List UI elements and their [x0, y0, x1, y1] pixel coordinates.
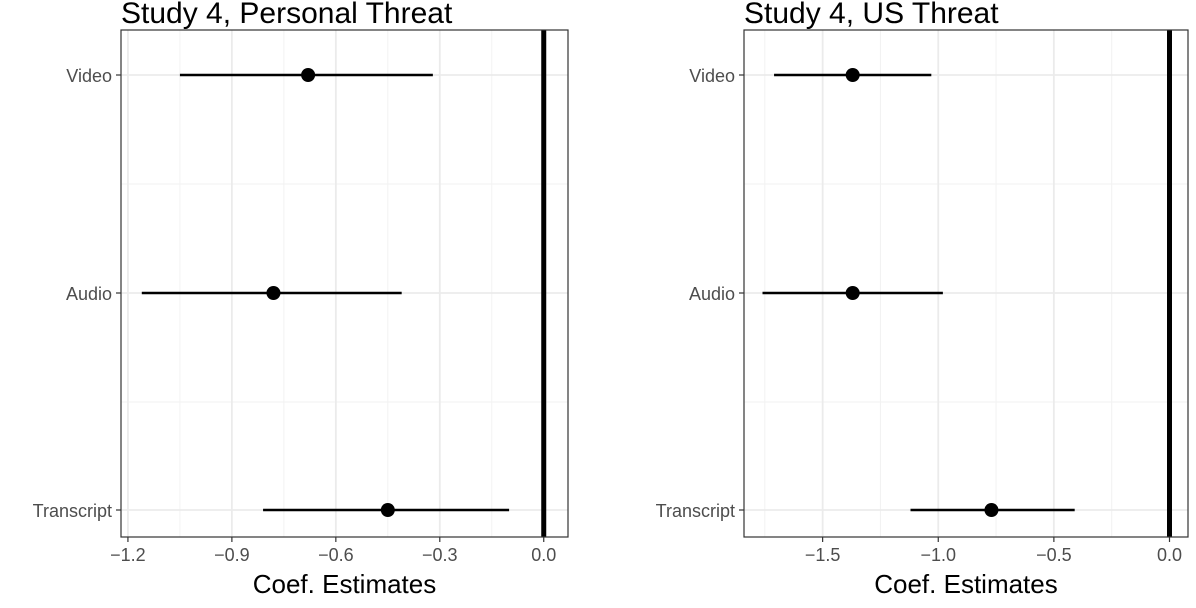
x-tick-label: 0.0: [531, 545, 556, 565]
x-tick-label: −0.6: [318, 545, 354, 565]
x-tick-label: −1.2: [110, 545, 146, 565]
y-tick-label-transcript: Transcript: [656, 501, 735, 521]
x-tick-label: 0.0: [1157, 545, 1182, 565]
y-tick-label-audio: Audio: [66, 284, 112, 304]
y-tick-label-audio: Audio: [689, 284, 735, 304]
point-estimate-video: [845, 68, 860, 82]
x-axis-title: Coef. Estimates: [253, 569, 437, 599]
point-estimate-audio: [266, 286, 281, 300]
point-estimate-video: [301, 68, 316, 82]
x-tick-label: −1.0: [920, 545, 956, 565]
panel-1: Video Audio Transcript −1.2 −0.9 −0.6 −0.3 0.0 C…: [33, 0, 569, 599]
x-tick-label: −0.5: [1036, 545, 1072, 565]
point-estimate-audio: [845, 286, 860, 300]
panel-border: [743, 29, 1189, 538]
panel-background: [121, 30, 568, 537]
y-tick-label-video: Video: [66, 66, 112, 86]
y-tick-label-transcript: Transcript: [33, 501, 112, 521]
panel-background: [744, 30, 1188, 537]
panel-2: Video Audio Transcript −1.5 −1.0 −0.5 0.0 Coef.…: [656, 0, 1189, 599]
x-tick-label: −0.3: [422, 545, 458, 565]
x-axis-title: Coef. Estimates: [874, 569, 1058, 599]
y-tick-label-video: Video: [689, 66, 735, 86]
panel-border: [120, 29, 569, 538]
x-tick-label: −1.5: [805, 545, 841, 565]
point-estimate-transcript: [984, 503, 999, 517]
point-estimate-transcript: [380, 503, 395, 517]
x-tick-label: −0.9: [214, 545, 250, 565]
chart-title: Study 4, Personal Threat: [121, 0, 453, 30]
chart-title: Study 4, US Threat: [744, 0, 999, 30]
